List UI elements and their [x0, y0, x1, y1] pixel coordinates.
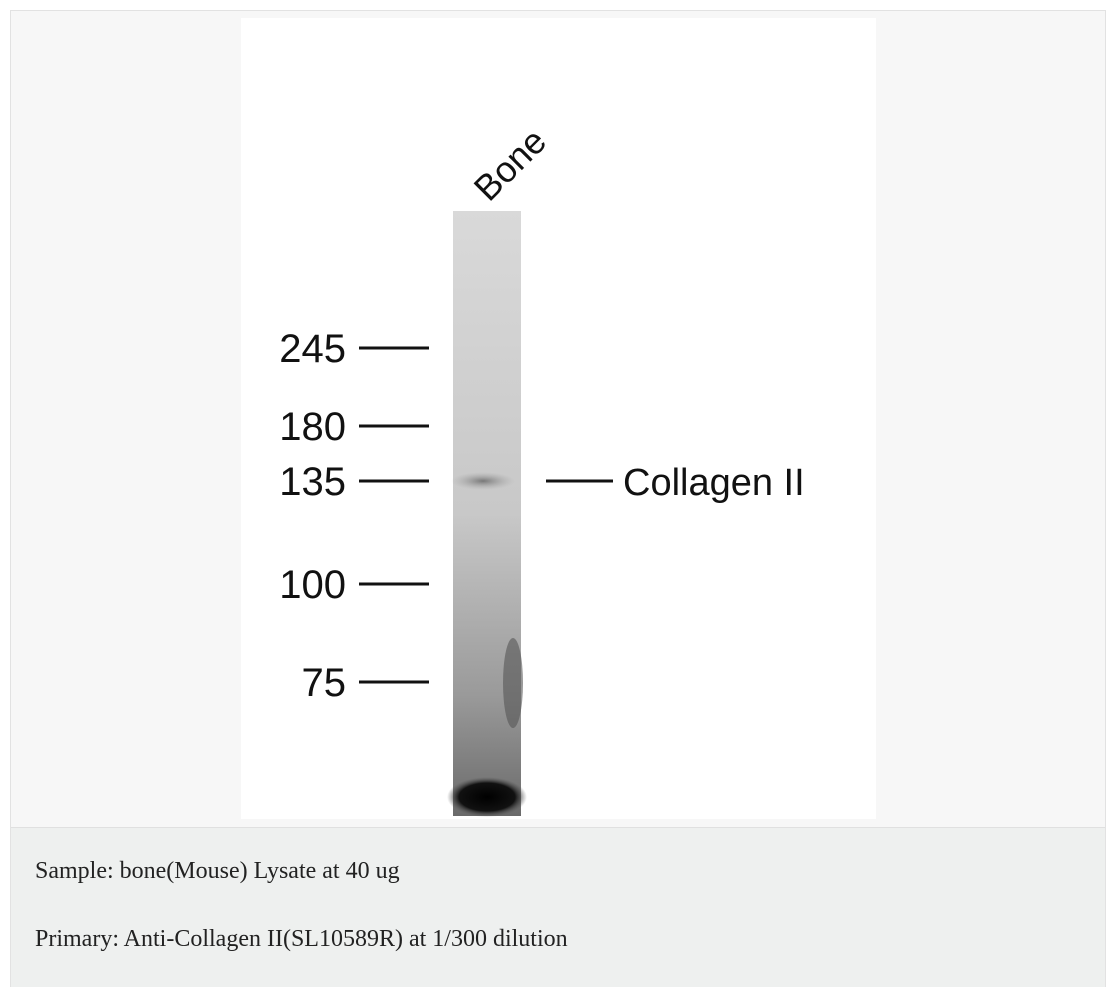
marker-label: 135	[279, 460, 346, 504]
band	[451, 472, 515, 490]
bottom-blob	[447, 777, 527, 817]
caption-line: Primary: Anti-Collagen II(SL10589R) at 1…	[35, 926, 568, 953]
page: Bone 24518013510075 Collagen II Sample: …	[0, 0, 1106, 987]
caption: Sample: bone(Mouse) Lysate at 40 ug Prim…	[11, 827, 1105, 987]
marker-label: 245	[279, 327, 346, 371]
marker-label: 75	[302, 661, 347, 705]
marker-label: 180	[279, 405, 346, 449]
marker-label: 100	[279, 563, 346, 607]
smear	[503, 638, 523, 728]
band-label: Collagen II	[623, 462, 805, 504]
caption-line: Sample: bone(Mouse) Lysate at 40 ug	[35, 858, 400, 885]
